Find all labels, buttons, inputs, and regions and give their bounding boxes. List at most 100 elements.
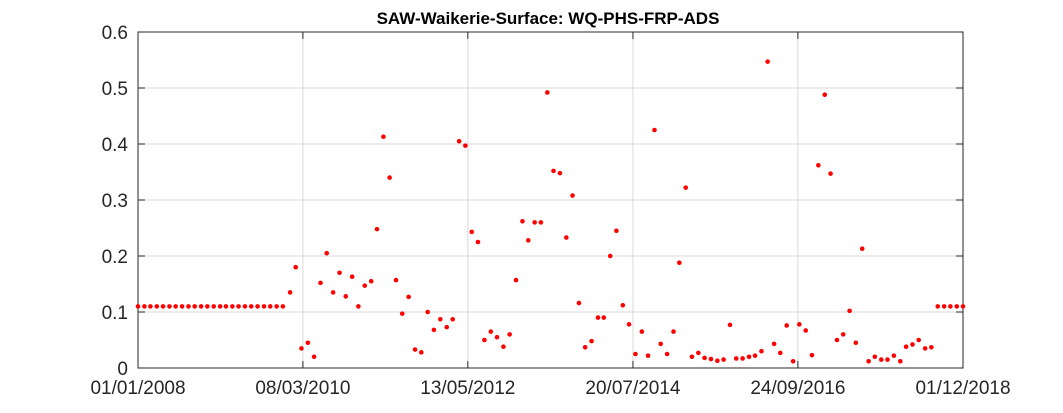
data-point xyxy=(223,304,229,309)
data-point xyxy=(803,328,809,333)
data-point xyxy=(954,304,960,309)
data-point xyxy=(960,304,966,309)
data-point xyxy=(652,127,657,133)
x-tick-label: 20/07/2014 xyxy=(585,378,681,399)
data-point xyxy=(822,92,828,98)
data-point xyxy=(311,354,317,360)
data-point xyxy=(903,344,909,350)
data-point xyxy=(318,280,323,286)
data-point xyxy=(135,304,141,309)
axis-ticks: 0 0.1 0.2 0.3 0.4 0.5 0.6 01/01/2008 08/03/2010 1… xyxy=(90,23,1010,399)
data-point xyxy=(878,357,884,362)
data-point xyxy=(948,304,953,309)
data-point xyxy=(525,238,531,243)
data-point xyxy=(368,278,374,284)
data-point xyxy=(664,351,670,357)
data-point xyxy=(752,353,758,358)
data-point xyxy=(614,228,619,234)
data-point xyxy=(784,323,790,328)
data-point xyxy=(431,327,437,333)
data-point xyxy=(639,329,645,334)
data-point xyxy=(387,175,392,180)
data-point xyxy=(520,218,525,224)
data-point xyxy=(620,302,626,308)
data-point xyxy=(859,246,865,252)
data-point xyxy=(425,309,430,315)
y-tick-label: 0.2 xyxy=(102,247,128,268)
data-point xyxy=(727,322,733,328)
data-point xyxy=(557,170,563,176)
data-point xyxy=(715,358,720,364)
data-point xyxy=(721,357,726,362)
x-tick-label: 01/12/2018 xyxy=(915,378,1010,399)
data-point xyxy=(538,220,544,225)
data-point xyxy=(544,90,550,95)
data-point xyxy=(236,304,241,309)
chart-title: SAW-Waikerie-Surface: WQ-PHS-FRP-ADS xyxy=(377,9,720,28)
data-point xyxy=(809,352,815,358)
data-point xyxy=(929,344,934,350)
data-point xyxy=(230,304,235,309)
data-point xyxy=(205,304,210,309)
data-point xyxy=(337,270,342,276)
data-point xyxy=(280,304,286,309)
data-point xyxy=(922,346,928,351)
data-point xyxy=(570,193,575,198)
data-point xyxy=(267,304,273,309)
data-point xyxy=(450,316,456,322)
data-point xyxy=(469,229,475,235)
data-point xyxy=(935,304,941,309)
data-point xyxy=(872,354,878,360)
data-point xyxy=(677,260,682,266)
data-point xyxy=(186,304,191,309)
data-point xyxy=(167,304,172,309)
data-point xyxy=(142,304,147,309)
data-point xyxy=(658,341,663,347)
data-point xyxy=(797,322,802,327)
data-point xyxy=(406,294,411,300)
x-tick-label: 24/09/2016 xyxy=(750,378,845,399)
data-point xyxy=(733,356,739,361)
x-tick-label: 13/05/2012 xyxy=(420,378,515,399)
data-point xyxy=(840,332,846,337)
data-point xyxy=(916,337,922,343)
data-point xyxy=(683,185,689,190)
data-point xyxy=(198,304,204,309)
data-point xyxy=(513,277,519,283)
data-point xyxy=(456,138,462,144)
data-point xyxy=(444,324,450,330)
data-point xyxy=(412,347,418,352)
data-point xyxy=(330,290,336,295)
data-point xyxy=(671,329,676,334)
data-point xyxy=(192,304,197,309)
data-point xyxy=(482,337,487,343)
data-point xyxy=(777,350,783,356)
data-point xyxy=(374,226,380,232)
data-point xyxy=(399,311,405,316)
data-point xyxy=(179,304,185,309)
data-point xyxy=(532,220,537,225)
data-point xyxy=(601,315,607,320)
data-point xyxy=(261,304,267,309)
data-point xyxy=(217,304,223,309)
data-point xyxy=(626,322,632,327)
y-tick-label: 0.3 xyxy=(102,191,128,212)
data-point xyxy=(790,358,796,364)
y-tick-label: 0.1 xyxy=(102,303,128,324)
data-point xyxy=(305,340,311,346)
data-point xyxy=(418,350,424,355)
data-point xyxy=(689,354,695,360)
grid xyxy=(137,31,964,369)
data-point xyxy=(248,304,254,309)
y-tick-label: 0.5 xyxy=(102,79,128,100)
data-point xyxy=(759,348,764,354)
data-point xyxy=(885,357,890,362)
data-point xyxy=(154,304,160,309)
data-point xyxy=(696,350,701,356)
data-point xyxy=(891,353,897,358)
data-point xyxy=(299,346,304,351)
data-point xyxy=(834,337,840,343)
data-points xyxy=(135,59,966,364)
data-point xyxy=(551,168,556,174)
data-point xyxy=(589,338,594,344)
